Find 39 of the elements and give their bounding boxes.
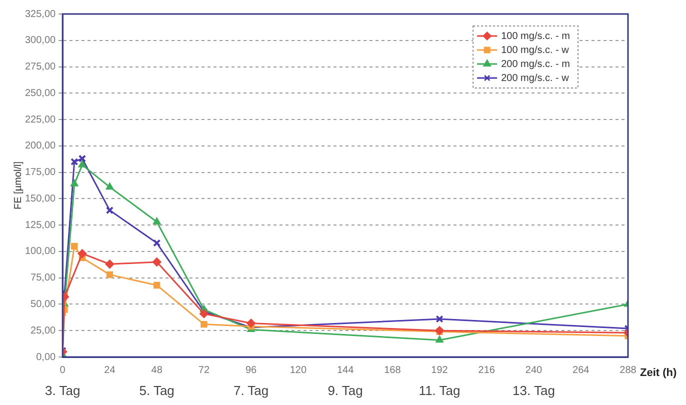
x-tick-label: 216 xyxy=(478,364,496,376)
x-tick-label: 240 xyxy=(525,364,543,376)
y-tick-label: 100,00 xyxy=(24,246,56,258)
text: 7. Tag xyxy=(233,383,269,398)
legend-label: 100 mg/s.c. - m xyxy=(501,30,570,42)
legend-label: 200 mg/s.c. - w xyxy=(501,72,570,84)
y-tick-label: 0,00 xyxy=(36,352,56,363)
x-tick-label: 48 xyxy=(151,364,163,376)
y-tick-label: 175,00 xyxy=(24,167,56,178)
y-tick-label: 75,00 xyxy=(30,272,56,284)
y-tick-label: 25,00 xyxy=(30,325,56,336)
x-axis-title: Zeit (h) xyxy=(640,367,677,380)
legend-label: 100 mg/s.c. - w xyxy=(501,44,570,56)
text: 13. Tag xyxy=(512,383,555,398)
x-tick-label: 288 xyxy=(620,364,637,376)
y-axis-title: FE [µmol/l] xyxy=(12,161,24,210)
y-tick-label: 225,00 xyxy=(24,114,56,126)
x-tick-label: 0 xyxy=(60,364,66,376)
text: 5. Tag xyxy=(139,383,174,398)
y-tick-label: 250,00 xyxy=(24,88,56,99)
x-tick-label: 168 xyxy=(384,364,402,376)
x-tick-label: 24 xyxy=(104,364,116,376)
text: 9. Tag xyxy=(328,383,363,398)
y-tick-label: 50,00 xyxy=(30,298,56,310)
y-tick-label: 300,00 xyxy=(24,35,56,46)
y-tick-label: 150,00 xyxy=(24,193,56,204)
text: 11. Tag xyxy=(418,383,460,398)
x-tick-label: 120 xyxy=(290,364,307,376)
y-tick-label: 200,00 xyxy=(24,140,56,152)
y-tick-label: 325,00 xyxy=(24,8,56,20)
y-tick-label: 125,00 xyxy=(24,220,56,231)
y-tick-label: 275,00 xyxy=(24,62,56,73)
x-tick-label: 264 xyxy=(572,364,590,376)
x-tick-label: 96 xyxy=(245,364,258,376)
x-tick-label: 192 xyxy=(431,364,448,376)
x-tick-label: 144 xyxy=(336,364,354,376)
legend-label: 200 mg/s.c. - m xyxy=(501,58,570,70)
text: 3. Tag xyxy=(44,383,80,398)
x-tick-label: 72 xyxy=(198,364,210,376)
